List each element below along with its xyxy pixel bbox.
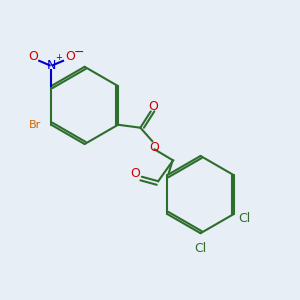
Text: Br: Br [28,120,41,130]
Text: +: + [55,53,62,62]
Text: O: O [130,167,140,180]
Text: O: O [148,100,158,112]
Text: O: O [150,140,160,154]
Text: −: − [74,46,84,59]
Text: N: N [46,59,56,72]
Text: O: O [65,50,75,64]
Text: Cl: Cl [238,212,251,225]
Text: O: O [28,50,38,64]
Text: Cl: Cl [194,242,207,255]
